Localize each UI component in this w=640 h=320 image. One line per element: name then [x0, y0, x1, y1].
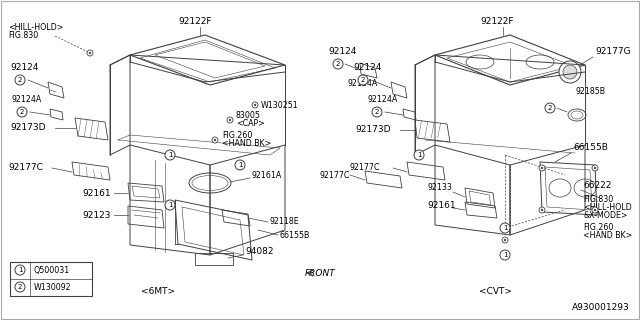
Text: 83005: 83005	[236, 111, 261, 121]
Ellipse shape	[559, 61, 581, 83]
Text: 2: 2	[361, 77, 365, 83]
Bar	[195, 253, 233, 265]
Text: 92173D: 92173D	[10, 124, 45, 132]
Text: 1: 1	[18, 267, 22, 273]
Text: FIG.260: FIG.260	[222, 131, 252, 140]
Text: 1: 1	[503, 252, 508, 258]
Text: 92161A: 92161A	[252, 171, 282, 180]
Text: 1: 1	[237, 162, 243, 168]
Text: 2: 2	[548, 105, 552, 111]
Circle shape	[89, 52, 91, 54]
Circle shape	[504, 239, 506, 241]
Circle shape	[214, 139, 216, 141]
Text: 66155B: 66155B	[573, 143, 608, 153]
Circle shape	[592, 207, 598, 213]
Text: 92161: 92161	[427, 201, 456, 210]
Circle shape	[592, 165, 598, 171]
Circle shape	[594, 167, 596, 169]
Circle shape	[227, 117, 233, 123]
Text: 92124: 92124	[353, 63, 381, 73]
Circle shape	[372, 107, 382, 117]
Text: 92124A: 92124A	[12, 95, 42, 105]
Text: 1: 1	[503, 225, 508, 231]
Circle shape	[539, 165, 545, 171]
Circle shape	[541, 167, 543, 169]
Text: 92118E: 92118E	[270, 218, 300, 227]
Circle shape	[165, 150, 175, 160]
Text: 92177C: 92177C	[350, 164, 380, 172]
Text: Q500031: Q500031	[34, 266, 70, 275]
Circle shape	[414, 150, 424, 160]
Circle shape	[541, 209, 543, 211]
Text: 92177C: 92177C	[8, 164, 43, 172]
Text: 92173D: 92173D	[355, 125, 390, 134]
Circle shape	[333, 59, 343, 69]
Ellipse shape	[568, 109, 586, 121]
Text: 92124A: 92124A	[348, 79, 378, 89]
Circle shape	[15, 75, 25, 85]
Text: 1: 1	[168, 152, 172, 158]
Circle shape	[594, 209, 596, 211]
Text: <HILL-HOLD>: <HILL-HOLD>	[8, 23, 63, 33]
Circle shape	[500, 223, 510, 233]
Text: 2: 2	[336, 61, 340, 67]
Text: <HAND BK>: <HAND BK>	[222, 139, 271, 148]
Circle shape	[15, 282, 25, 292]
Circle shape	[254, 104, 256, 106]
Text: 92185B: 92185B	[575, 87, 605, 97]
Ellipse shape	[563, 65, 577, 79]
Text: FIG.830: FIG.830	[8, 31, 38, 41]
Text: 92177C: 92177C	[320, 171, 350, 180]
Circle shape	[15, 265, 25, 275]
Text: 92124: 92124	[10, 63, 38, 73]
Text: 94082: 94082	[245, 247, 273, 257]
Text: W130251: W130251	[261, 100, 299, 109]
Circle shape	[229, 119, 231, 121]
Circle shape	[235, 160, 245, 170]
Text: 2: 2	[18, 77, 22, 83]
Text: FRONT: FRONT	[305, 268, 336, 277]
Circle shape	[545, 103, 555, 113]
Text: A930001293: A930001293	[572, 303, 630, 312]
Text: W130092: W130092	[34, 283, 72, 292]
Circle shape	[87, 50, 93, 56]
Circle shape	[500, 250, 510, 260]
Text: 92122F: 92122F	[480, 18, 513, 27]
Circle shape	[17, 107, 27, 117]
Text: 92124: 92124	[328, 47, 356, 57]
Text: 92161: 92161	[82, 188, 111, 197]
Text: 66222: 66222	[583, 180, 611, 189]
Text: <CAP>: <CAP>	[236, 118, 265, 127]
Circle shape	[358, 75, 368, 85]
Text: 1: 1	[417, 152, 421, 158]
Circle shape	[252, 102, 258, 108]
Circle shape	[212, 137, 218, 143]
Text: 2: 2	[375, 109, 379, 115]
Text: FIG.260: FIG.260	[583, 223, 613, 233]
Text: 92123: 92123	[82, 211, 111, 220]
Text: &X-MODE>: &X-MODE>	[583, 211, 627, 220]
Circle shape	[165, 200, 175, 210]
Text: 92133: 92133	[427, 183, 452, 193]
Text: <HILL-HOLD: <HILL-HOLD	[583, 204, 632, 212]
Text: 66155B: 66155B	[280, 230, 310, 239]
Circle shape	[502, 237, 508, 243]
Text: <HAND BK>: <HAND BK>	[583, 230, 632, 239]
Text: 1: 1	[168, 202, 172, 208]
Text: 2: 2	[18, 284, 22, 290]
Bar	[10, 262, 92, 296]
Circle shape	[539, 207, 545, 213]
Text: 92177G: 92177G	[595, 47, 630, 57]
Text: <6MT>: <6MT>	[141, 287, 175, 297]
Text: <CVT>: <CVT>	[479, 287, 511, 297]
Text: 92122F: 92122F	[178, 18, 211, 27]
Text: FIG.830: FIG.830	[583, 196, 613, 204]
Text: 2: 2	[20, 109, 24, 115]
Text: 92124A: 92124A	[367, 95, 397, 105]
